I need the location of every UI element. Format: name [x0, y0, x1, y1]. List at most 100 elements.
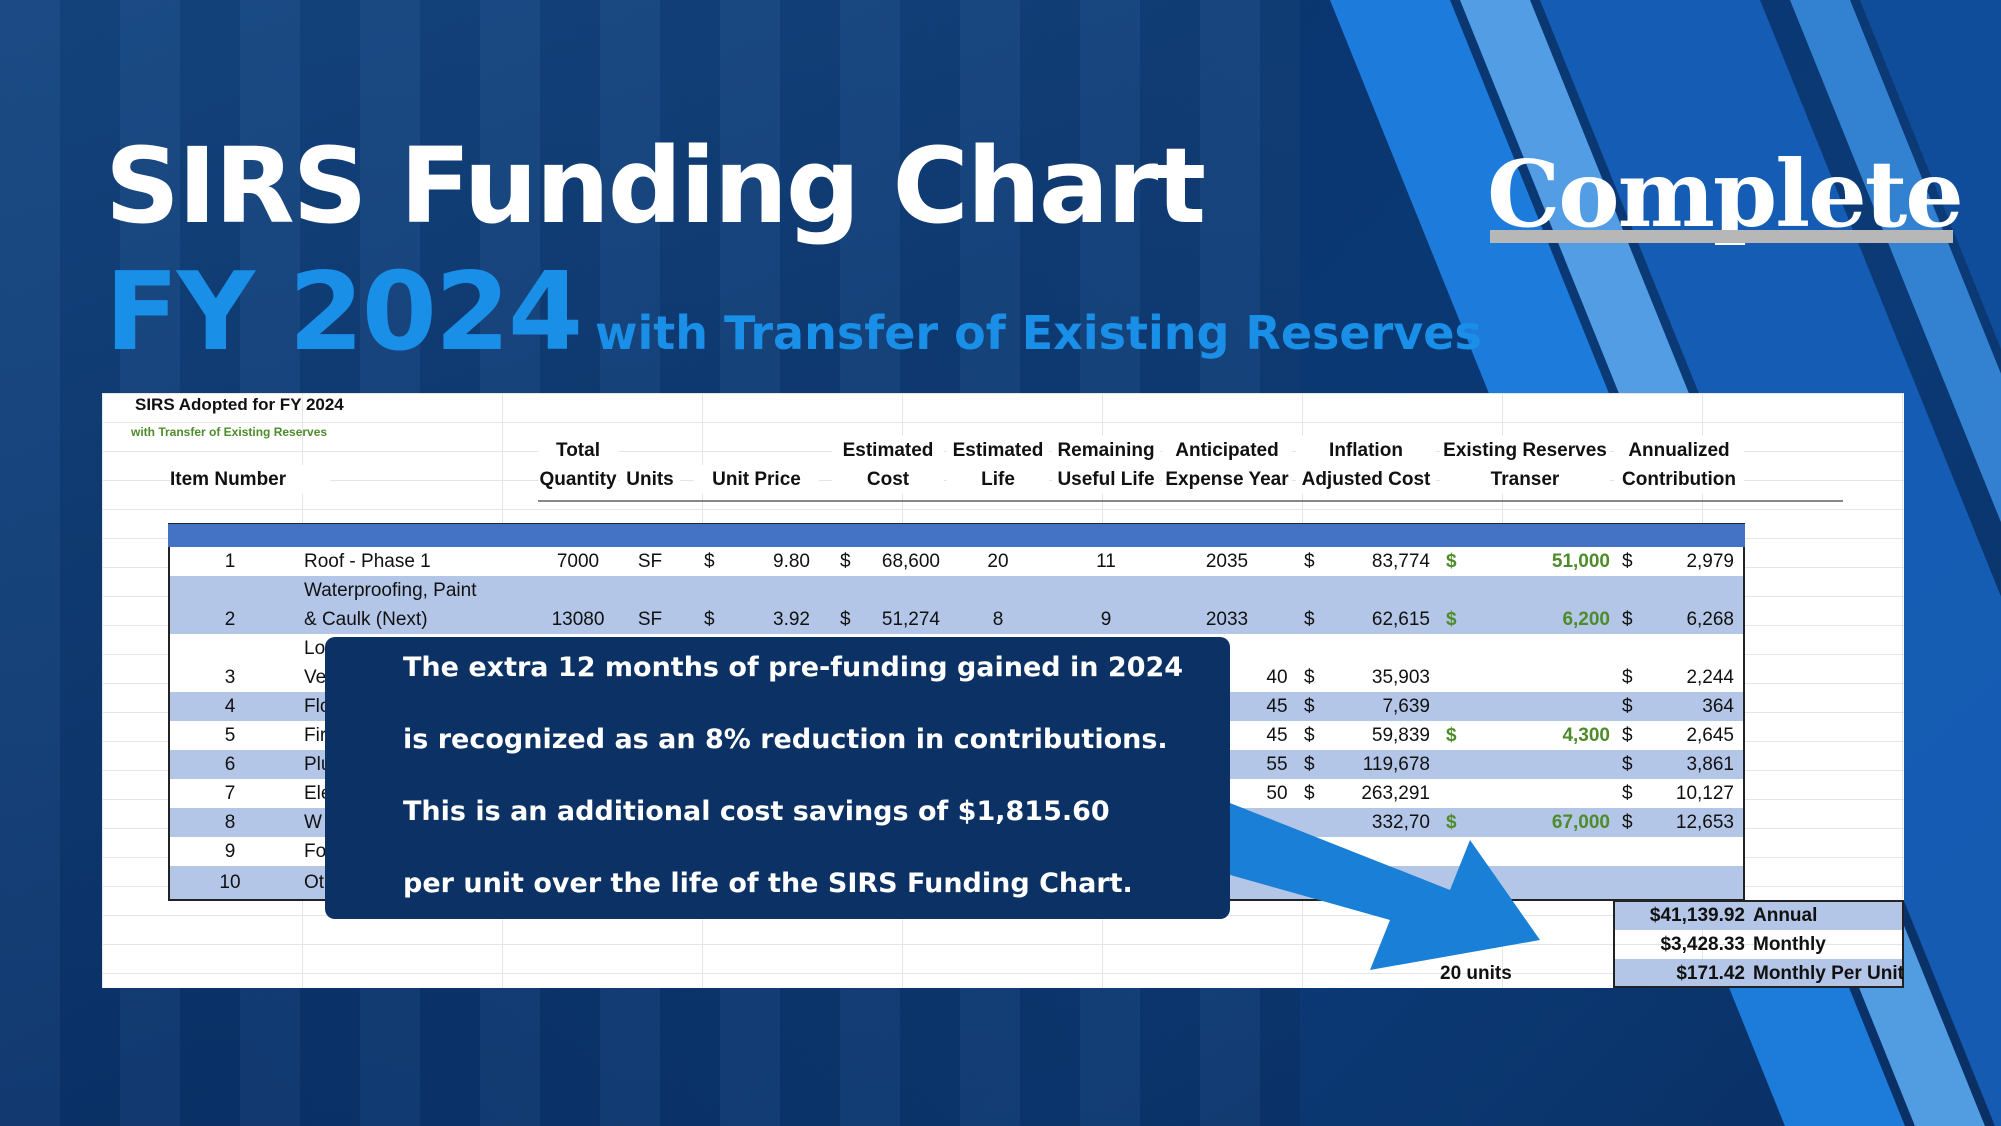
totals-annual-bg: [1615, 902, 1904, 930]
item-name-cell: Fo: [304, 841, 327, 862]
currency-symbol: $: [1622, 754, 1633, 775]
currency-symbol: $: [1304, 551, 1315, 572]
inflation-cost-cell: 119,678: [1362, 754, 1430, 775]
remaining-life-cell: 9: [1100, 609, 1112, 630]
header-remaining-life: Useful Life: [1052, 465, 1160, 494]
total-annual-label: Annual: [1753, 905, 1818, 926]
item-number-cell: 7: [224, 783, 236, 804]
annual-contribution-cell: 2,979: [1686, 551, 1734, 572]
annual-contribution-cell: 12,653: [1675, 812, 1734, 833]
unit-price-cell: 9.80: [773, 551, 810, 572]
expense-year-cell: 2035: [1205, 551, 1249, 572]
header-underline: [538, 500, 1843, 502]
total-per-unit-label: Monthly Per Unit: [1753, 963, 1904, 984]
sheet-subtitle: with Transfer of Existing Reserves: [131, 425, 328, 439]
expense-year-cell: 45: [1266, 725, 1288, 746]
header-remaining-life: Remaining: [1052, 436, 1160, 465]
item-number-cell: 2: [224, 609, 236, 630]
item-name-cell: Lo: [304, 638, 326, 659]
totals-box: [1613, 900, 1904, 988]
item-name-cell: Flo: [304, 696, 331, 717]
existing-reserves-cell: 67,000: [1551, 812, 1610, 833]
currency-symbol: $: [704, 551, 715, 572]
expense-year-cell: 45: [1266, 696, 1288, 717]
header-units: Units: [620, 465, 680, 494]
currency-symbol: $: [840, 551, 851, 572]
annual-contribution-cell: 10,127: [1675, 783, 1734, 804]
currency-symbol: $: [1446, 609, 1457, 630]
header-total-quantity: Total: [538, 436, 618, 465]
currency-symbol: $: [1304, 696, 1315, 717]
header-expense-year: Expense Year: [1162, 465, 1292, 494]
table-row: 9 Fo: [170, 837, 1743, 866]
item-number-cell: 10: [219, 872, 241, 893]
currency-symbol: $: [1622, 812, 1633, 833]
currency-symbol: $: [1622, 551, 1633, 572]
totals-per-unit-bg: [1615, 959, 1904, 987]
expense-year-cell: 2033: [1205, 609, 1249, 630]
item-number-cell: 3: [224, 667, 236, 688]
currency-symbol: $: [1304, 667, 1315, 688]
remaining-life-cell: 11: [1096, 551, 1116, 572]
inflation-cost-cell: 332,70: [1371, 812, 1430, 833]
existing-reserves-cell: 4,300: [1562, 725, 1610, 746]
expense-year-cell: 40: [1266, 667, 1288, 688]
item-number-cell: 1: [224, 551, 236, 572]
item-number-cell: 5: [224, 725, 236, 746]
inflation-cost-cell: 83,774: [1371, 551, 1430, 572]
callout-line: This is an additional cost savings of $1…: [403, 796, 1110, 827]
total-monthly-amount: $3,428.33: [1660, 934, 1745, 955]
units-count: 20 units: [1440, 963, 1512, 984]
table-row: 1 Roof - Phase 1 7000 SF $ 9.80 $ 68,600…: [170, 547, 1743, 576]
unit-price-cell: 3.92: [773, 609, 810, 630]
estimated-cost-cell: 51,274: [881, 609, 940, 630]
annual-contribution-cell: 3,861: [1686, 754, 1734, 775]
item-number-cell: 9: [224, 841, 236, 862]
inflation-cost-cell: 7,639: [1382, 696, 1430, 717]
header-annualized-contribution: Annualized: [1614, 436, 1744, 465]
currency-symbol: $: [1304, 783, 1315, 804]
total-monthly-label: Monthly: [1753, 934, 1826, 955]
quantity-cell: 13080: [551, 609, 605, 630]
total-annual-amount: $41,139.92: [1649, 905, 1745, 926]
page-title: SIRS Funding Chart: [105, 125, 1206, 247]
inflation-cost-cell: 62,615: [1371, 609, 1430, 630]
item-name-cell: & Caulk (Next): [304, 609, 428, 630]
item-name-cell: Ve: [304, 667, 327, 688]
annual-contribution-cell: 364: [1702, 696, 1734, 717]
currency-symbol: $: [1622, 667, 1633, 688]
table-row: Waterproofing, Paint 2 & Caulk (Next) 13…: [170, 576, 1743, 634]
currency-symbol: $: [704, 609, 715, 630]
item-name-cell: Fir: [304, 725, 327, 746]
callout-line: per unit over the life of the SIRS Fundi…: [403, 868, 1133, 899]
item-name-cell: Roof - Phase 1: [304, 551, 431, 572]
inflation-cost-cell: 263,291: [1361, 783, 1430, 804]
item-name-cell: Ot: [304, 872, 325, 893]
item-name-cell: W: [304, 812, 322, 833]
complete-underline: [1490, 230, 1953, 243]
header-estimated-life: Estimated: [947, 436, 1049, 465]
header-inflation-cost: Adjusted Cost: [1296, 465, 1436, 494]
item-number-cell: 6: [224, 754, 236, 775]
header-estimated-life: Life: [947, 465, 1049, 494]
currency-symbol: $: [840, 609, 851, 630]
currency-symbol: $: [1446, 725, 1457, 746]
item-name-cell: Plu: [304, 754, 332, 775]
callout-line: is recognized as an 8% reduction in cont…: [403, 724, 1168, 755]
quantity-cell: 7000: [556, 551, 600, 572]
page-subtitle: with Transfer of Existing Reserves: [595, 306, 1482, 360]
estimated-cost-cell: 68,600: [881, 551, 940, 572]
item-number-cell: 8: [224, 812, 236, 833]
currency-symbol: $: [1622, 725, 1633, 746]
annual-contribution-cell: 2,244: [1686, 667, 1734, 688]
currency-symbol: $: [1622, 609, 1633, 630]
currency-symbol: $: [1446, 812, 1457, 833]
item-name-cell: Ele: [304, 783, 332, 804]
table-row: 7 Ele 50 $ 263,291 $ 10,127: [170, 779, 1743, 808]
item-number-cell: 4: [224, 696, 236, 717]
header-inflation-cost: Inflation: [1296, 436, 1436, 465]
currency-symbol: $: [1446, 551, 1457, 572]
currency-symbol: $: [1622, 696, 1633, 717]
annual-contribution-cell: 6,268: [1686, 609, 1734, 630]
